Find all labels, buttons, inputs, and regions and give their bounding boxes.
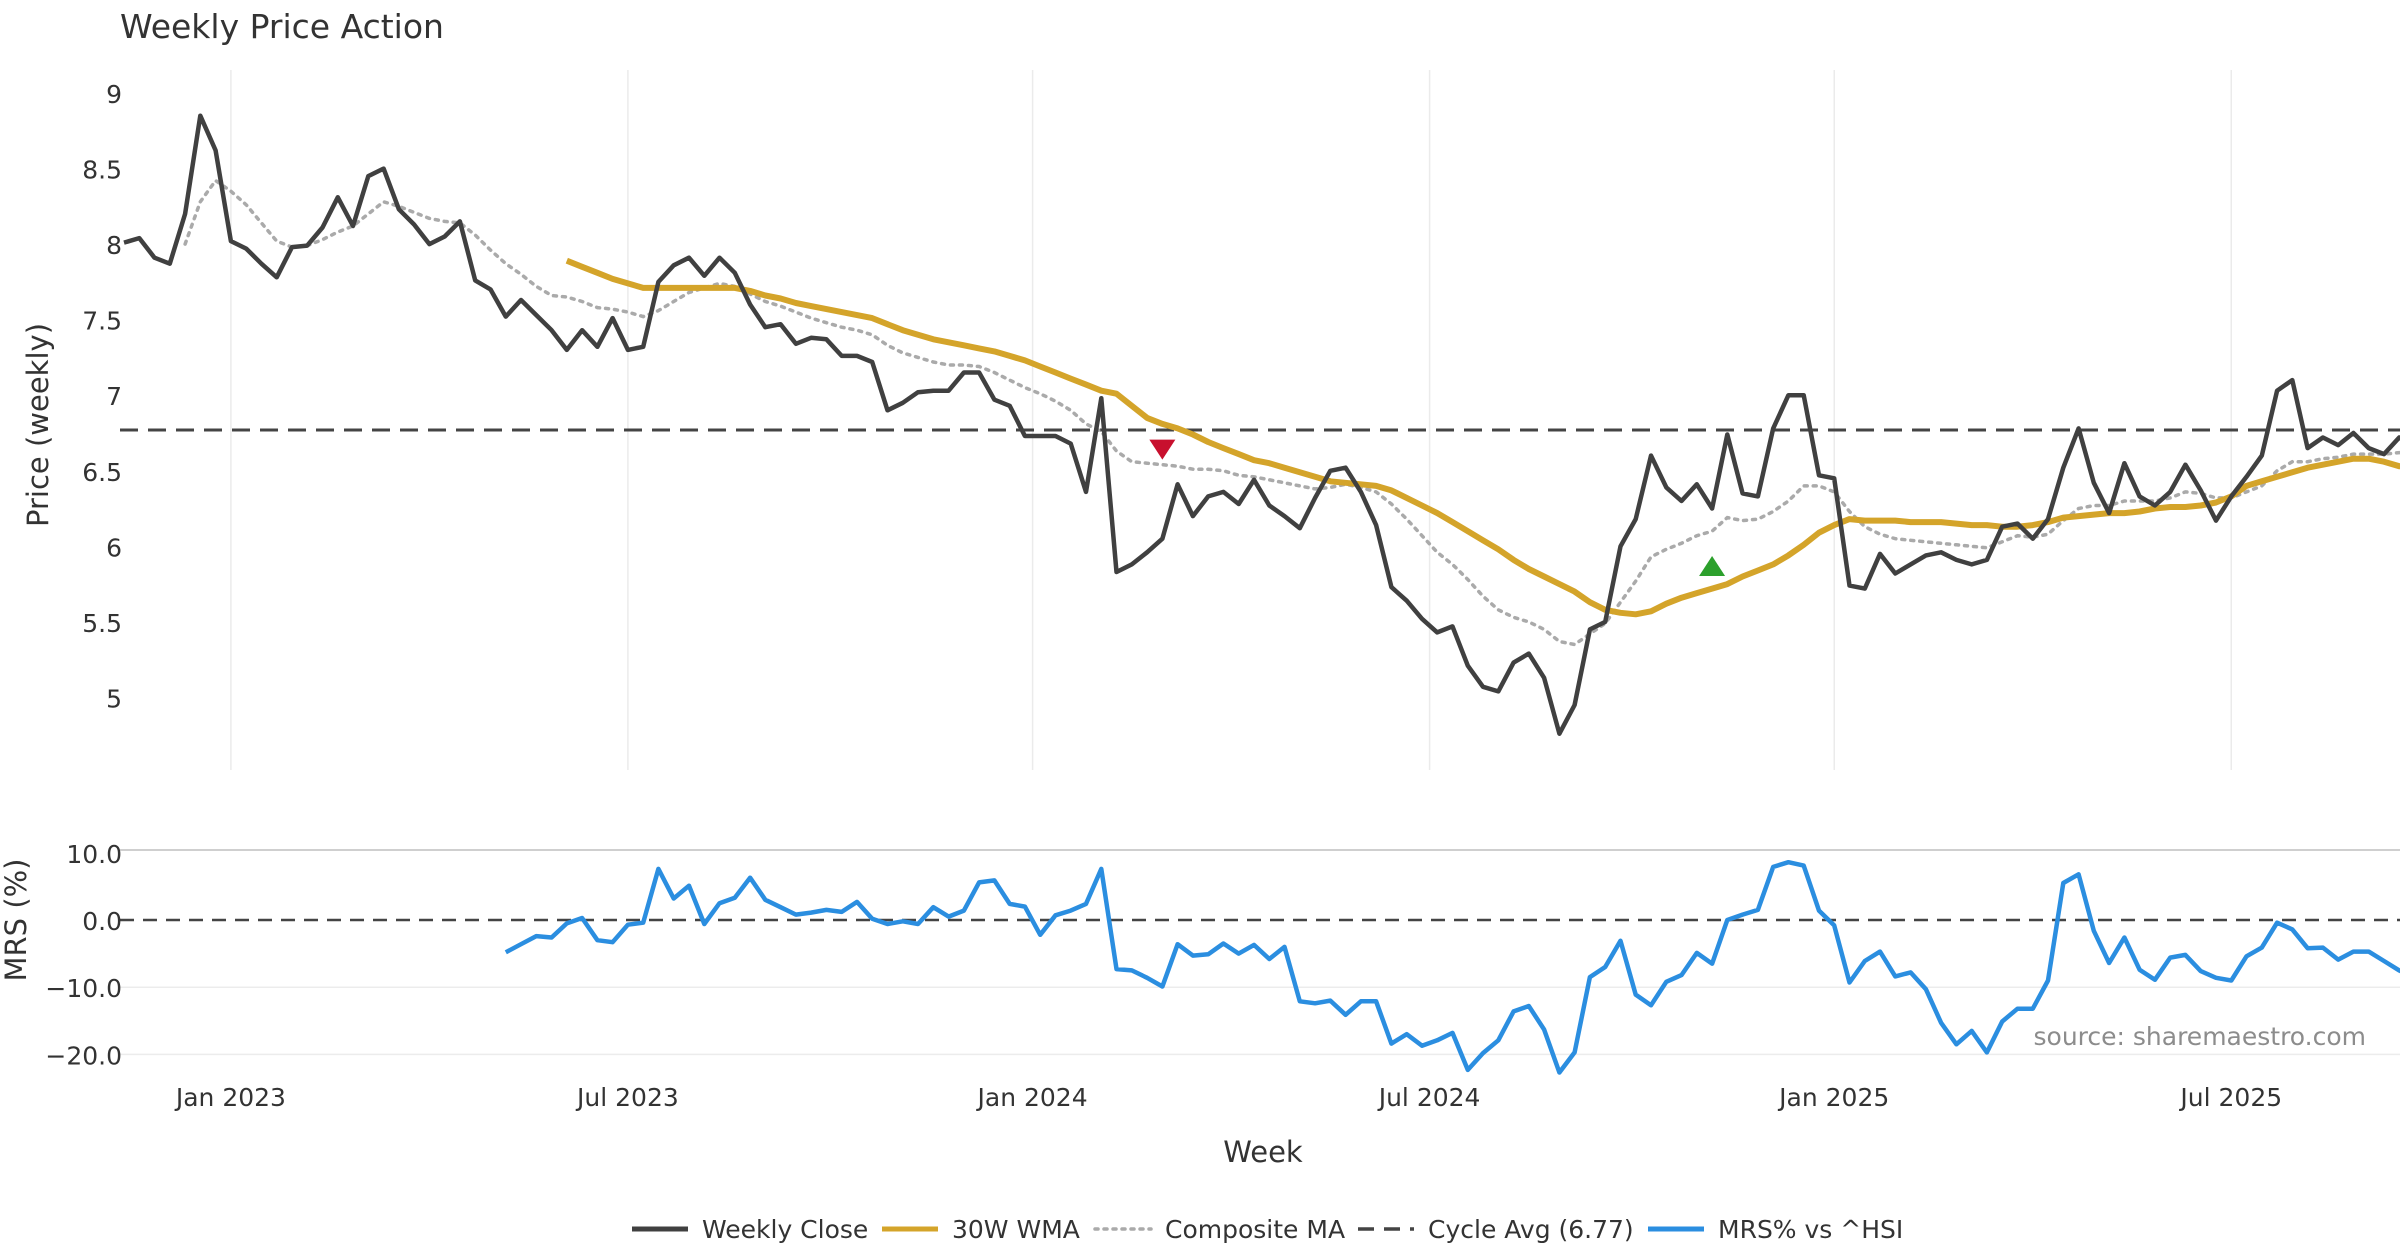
price-y-tick-label: 7 xyxy=(106,382,122,411)
legend-item-label: 30W WMA xyxy=(952,1215,1080,1244)
legend: Weekly Close 30W WMA Composite MA Cycle Avg… xyxy=(632,1215,1903,1244)
legend-item-label: Weekly Close xyxy=(702,1215,868,1244)
price-y-axis-label: Price (weekly) xyxy=(21,323,55,527)
sell-signal-marker xyxy=(1149,439,1176,460)
price-y-tick-label: 8 xyxy=(106,231,122,260)
price-y-tick-label: 9 xyxy=(106,80,122,109)
price-y-tick-label: 8.5 xyxy=(82,156,122,185)
mrs-series-group xyxy=(504,859,2400,1075)
buy-signal-marker xyxy=(1699,555,1726,576)
x-tick-label: Jul 2025 xyxy=(2178,1083,2282,1112)
mrs-grid xyxy=(120,849,2400,1056)
x-axis-label: Week xyxy=(1223,1135,1303,1169)
legend-item-label: Composite MA xyxy=(1165,1215,1345,1244)
mrs-y-axis: 10.0 0.0 −10.0 −20.0 xyxy=(45,840,122,1071)
composite-ma-line xyxy=(183,178,2400,647)
mrs-y-tick-label: −20.0 xyxy=(45,1041,122,1070)
x-tick-label: Jan 2024 xyxy=(976,1083,1088,1112)
x-tick-label: Jul 2023 xyxy=(575,1083,679,1112)
price-y-tick-label: 6.5 xyxy=(82,458,122,487)
x-tick-label: Jul 2024 xyxy=(1377,1083,1481,1112)
price-y-tick-label: 5 xyxy=(106,684,122,713)
price-y-axis: 9 8.5 8 7.5 7 6.5 6 5.5 5 xyxy=(82,80,122,713)
mrs-line xyxy=(504,859,2400,1075)
signal-markers xyxy=(1149,439,1726,576)
mrs-y-tick-label: −10.0 xyxy=(45,974,122,1003)
mrs-y-tick-label: 10.0 xyxy=(66,840,122,869)
price-chart-title: Weekly Price Action xyxy=(120,7,444,46)
mrs-y-axis-label: MRS (%) xyxy=(0,859,33,982)
mrs-y-tick-label: 0.0 xyxy=(82,907,122,936)
legend-item-label: Cycle Avg (6.77) xyxy=(1428,1215,1634,1244)
price-series-group xyxy=(120,113,2400,736)
price-y-tick-label: 6 xyxy=(106,533,122,562)
x-tick-label: Jan 2023 xyxy=(174,1083,286,1112)
legend-item-label: MRS% vs ^HSI xyxy=(1718,1215,1903,1244)
x-tick-label: Jan 2025 xyxy=(1777,1083,1889,1112)
x-axis: Jan 2023 Jul 2023 Jan 2024 Jul 2024 Jan 2025… xyxy=(174,1083,2282,1112)
weekly-close-line xyxy=(123,113,2400,736)
source-annotation: source: sharemaestro.com xyxy=(2034,1022,2367,1051)
wma-30w-line xyxy=(565,257,2400,618)
price-y-tick-label: 5.5 xyxy=(82,609,122,638)
price-grid xyxy=(230,70,2233,770)
price-y-tick-label: 7.5 xyxy=(82,307,122,336)
